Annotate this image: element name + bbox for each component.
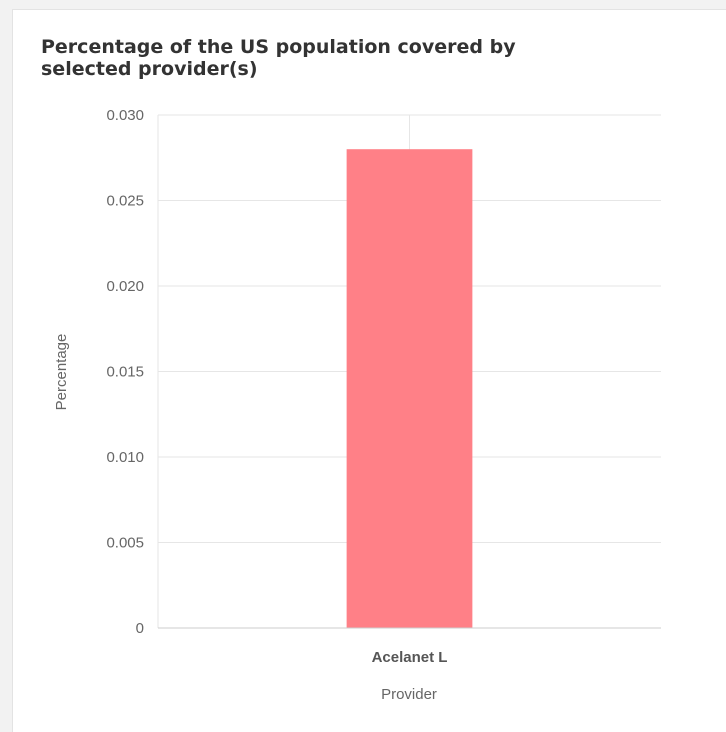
y-tick-label: 0.020 <box>106 278 144 295</box>
x-axis-tick-labels: Acelanet L <box>372 649 448 666</box>
y-axis-tick-labels: 0 0.005 0.010 0.015 0.020 0.025 0.030 <box>106 107 144 637</box>
x-tick-label: Acelanet L <box>372 649 448 666</box>
bars <box>346 149 473 628</box>
y-axis-title: Percentage <box>53 334 70 411</box>
y-tick-label: 0.010 <box>106 449 144 466</box>
y-tick-label: 0.025 <box>106 193 144 210</box>
chart-title: Percentage of the US population covered … <box>41 36 516 80</box>
x-axis-title: Provider <box>381 686 437 703</box>
y-tick-label: 0 <box>136 620 144 637</box>
y-tick-label: 0.015 <box>106 364 144 381</box>
y-tick-label: 0.005 <box>106 535 144 552</box>
bar[interactable] <box>346 149 473 628</box>
y-tick-label: 0.030 <box>106 107 144 124</box>
